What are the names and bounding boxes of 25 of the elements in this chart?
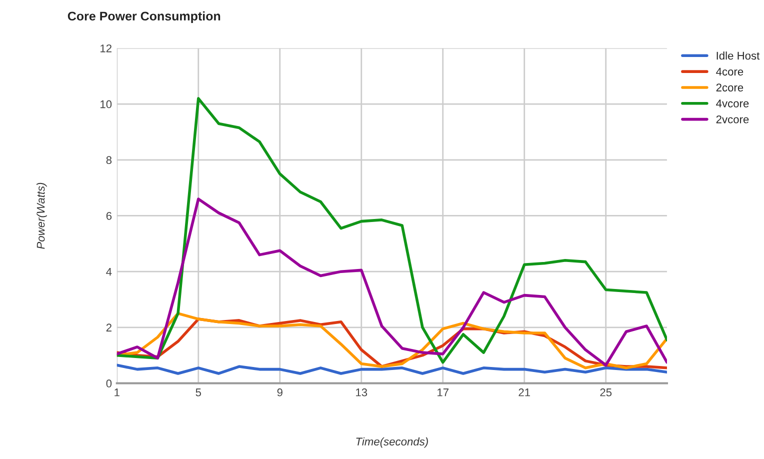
x-tick-label: 9: [277, 388, 282, 396]
line-series: [116, 364, 667, 375]
x-axis-title: Time(seconds): [356, 437, 428, 448]
line-series: [116, 97, 667, 364]
chart-title: Core Power Consumption: [68, 11, 220, 24]
legend-label: Idle Host: [716, 51, 760, 60]
legend-label: 4vcore: [716, 100, 749, 108]
y-tick-label: 12: [100, 44, 112, 52]
y-tick-label: 4: [106, 268, 112, 276]
y-tick-label: 6: [106, 212, 112, 220]
y-tick-label: 8: [106, 156, 112, 164]
line-series: [116, 198, 667, 367]
y-tick-label: 0: [106, 380, 112, 388]
y-tick-label: 10: [100, 100, 112, 108]
y-axis-title: Power(Watts): [36, 182, 47, 249]
legend-label: 2core: [716, 84, 744, 92]
legend-label: 4core: [716, 68, 744, 76]
x-tick-label: 5: [196, 388, 202, 396]
x-tick-label: 17: [438, 388, 448, 396]
x-tick-label: 13: [356, 388, 368, 396]
x-tick-label: 25: [600, 388, 612, 396]
legend-label: 2vcore: [716, 115, 749, 124]
x-tick-label: 1: [114, 388, 120, 396]
x-tick-label: 21: [518, 388, 530, 396]
y-tick-label: 2: [106, 324, 112, 332]
